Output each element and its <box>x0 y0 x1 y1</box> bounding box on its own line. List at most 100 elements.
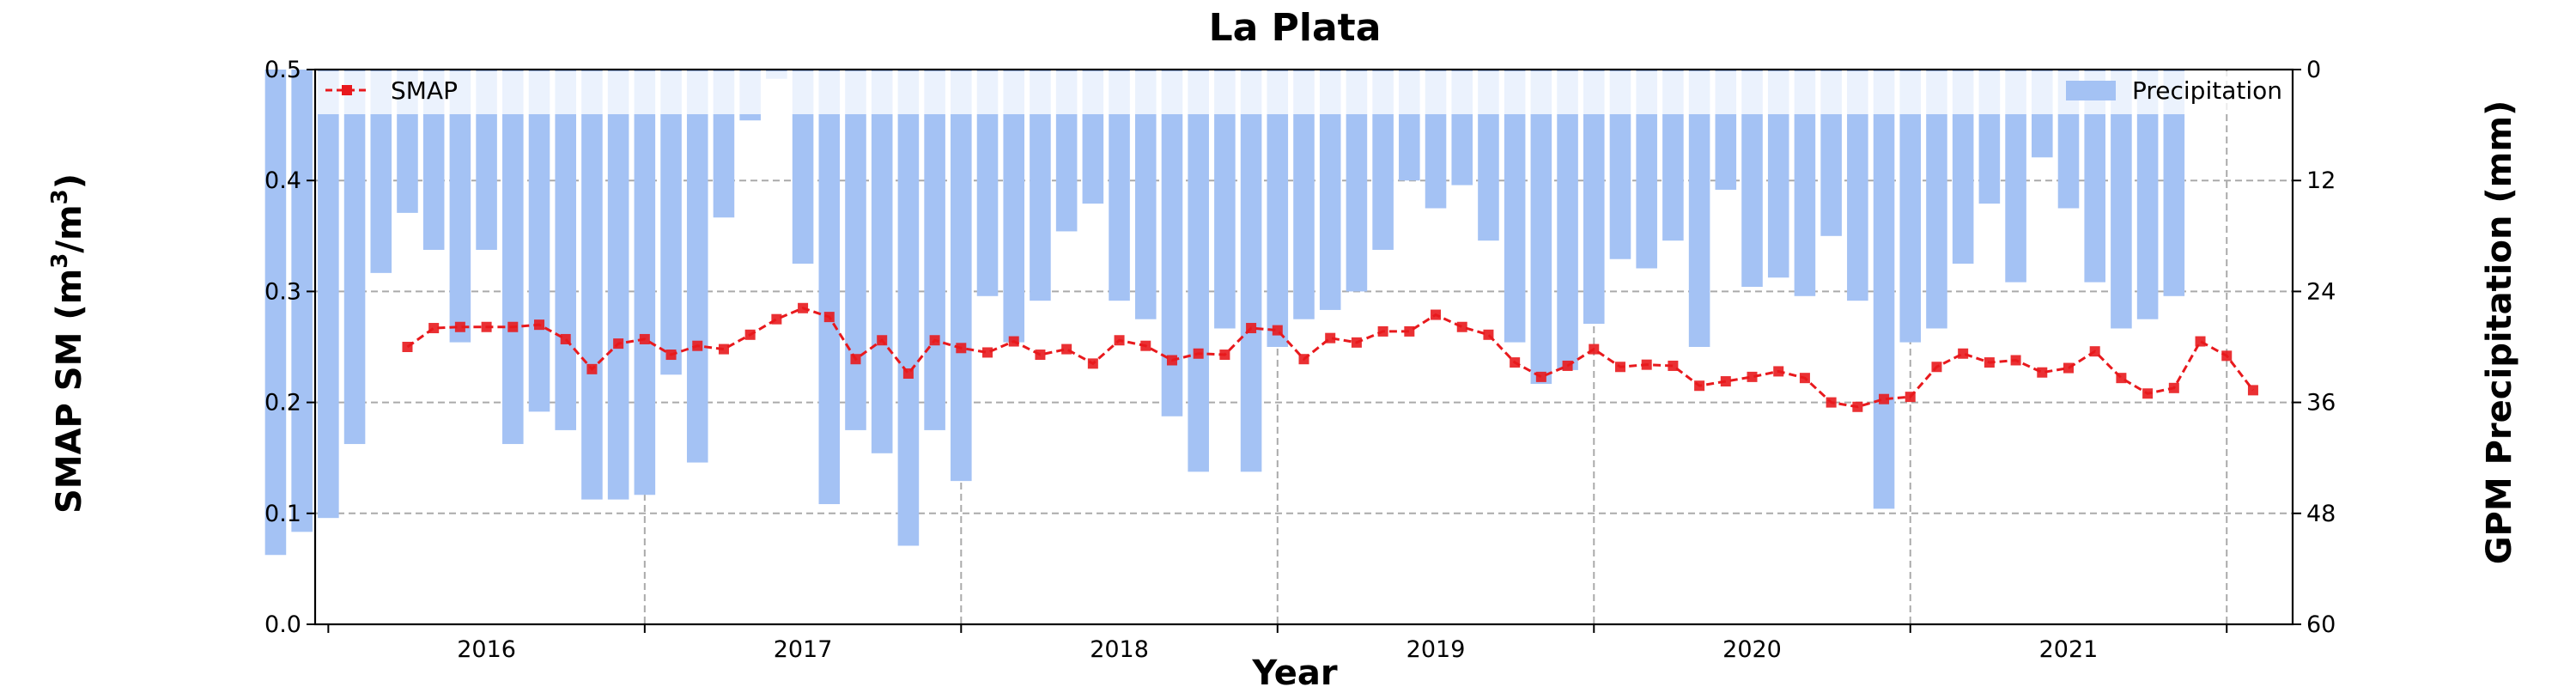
smap-point <box>639 333 650 344</box>
y-left-tick-label: 0.1 <box>264 501 301 527</box>
smap-point <box>1694 380 1705 392</box>
smap-point <box>1641 359 1652 370</box>
smap-point <box>1272 325 1283 336</box>
smap-point <box>2010 355 2021 366</box>
smap-point <box>1114 335 1125 346</box>
y-left-tick-label: 0.4 <box>264 167 301 194</box>
precipitation-bar <box>686 70 708 463</box>
y-right-tick-label: 24 <box>2306 278 2336 305</box>
smap-point <box>2247 385 2258 396</box>
legend-smap-label: SMAP <box>391 76 458 105</box>
precipitation-bar <box>871 70 893 453</box>
smap-point <box>1826 397 1837 408</box>
smap-point <box>1087 358 1098 369</box>
smap-point <box>2037 367 2048 378</box>
y-left-tick-label: 0.5 <box>264 57 301 83</box>
precipitation-bar <box>1504 70 1526 343</box>
smap-point <box>428 323 440 334</box>
precipitation-bar <box>924 70 945 430</box>
precipitation-bar <box>897 70 920 546</box>
precipitation-bar <box>634 70 656 495</box>
smap-point <box>1510 357 1521 368</box>
x-tick-label: 2020 <box>1722 636 1782 663</box>
smap-point <box>1404 325 1415 337</box>
smap-point <box>1377 325 1388 337</box>
smap-point <box>1589 344 1600 355</box>
smap-point <box>744 329 756 340</box>
smap-point <box>1246 323 1257 334</box>
y-axis-right-label: GPM Precipitation (mm) <box>2480 100 2519 565</box>
legend-background <box>317 71 2291 114</box>
smap-point <box>1483 329 1494 340</box>
smap-point <box>956 343 967 354</box>
precipitation-bar <box>264 70 287 556</box>
smap-point <box>2089 346 2100 357</box>
x-tick-label: 2016 <box>457 636 516 663</box>
smap-point <box>1298 354 1309 365</box>
smap-point <box>534 319 545 331</box>
precipitation-bar <box>502 70 524 445</box>
smap-point <box>507 321 519 332</box>
smap-point <box>1008 336 1019 347</box>
precipitation-bar <box>845 70 866 430</box>
smap-point <box>1535 371 1546 382</box>
precipitation-bar <box>1240 70 1262 472</box>
smap-point <box>2116 373 2127 384</box>
smap-point <box>1931 362 1942 373</box>
smap-point <box>2195 336 2206 347</box>
smap-point <box>798 302 809 313</box>
smap-line <box>402 302 2258 412</box>
legend-precipitation-swatch <box>2066 81 2116 100</box>
precipitation-bar <box>528 70 550 412</box>
axes-frame <box>313 68 2294 626</box>
legend-smap-marker <box>342 85 352 95</box>
smap-point <box>1431 309 1442 320</box>
precipitation-bar <box>660 70 682 375</box>
x-tick-label: 2019 <box>1406 636 1466 663</box>
precipitation-bar <box>1899 70 1922 343</box>
precipitation-bar <box>343 70 366 445</box>
smap-point <box>877 335 888 346</box>
smap-point <box>1166 355 1177 366</box>
y-right-tick-label: 12 <box>2306 167 2336 194</box>
smap-point <box>2063 362 2074 374</box>
smap-point <box>982 347 993 358</box>
precipitation-bar <box>1873 70 1895 509</box>
x-axis-label: Year <box>1251 654 1337 687</box>
smap-point <box>1958 348 1969 359</box>
smap-point <box>1562 360 1573 371</box>
smap-point <box>692 340 703 351</box>
smap-point <box>1773 366 1784 377</box>
smap-point <box>1193 348 1204 359</box>
y-axis-left-label: SMAP SM (m3/m3) <box>47 173 89 514</box>
smap-point <box>560 333 571 344</box>
legend-precipitation-label: Precipitation <box>2132 76 2282 105</box>
smap-point <box>1747 371 1758 382</box>
smap-point <box>929 335 940 346</box>
y-right-tick-label: 60 <box>2306 611 2336 638</box>
legend: SMAP Precipitation <box>317 71 2291 114</box>
precipitation-bar <box>1530 70 1552 385</box>
smap-series-line <box>406 307 2255 409</box>
precipitation-bar <box>607 70 629 500</box>
smap-point <box>2168 382 2179 393</box>
y-left-tick-label: 0.3 <box>264 278 301 305</box>
smap-point <box>1879 393 1890 404</box>
smap-point <box>2142 388 2154 399</box>
smap-point <box>1219 350 1230 361</box>
precipitation-bar <box>1557 70 1578 370</box>
precipitation-bar <box>1688 70 1710 347</box>
smap-point <box>1799 373 1810 384</box>
smap-point <box>1140 340 1151 351</box>
smap-point <box>1035 350 1046 361</box>
precipitation-bar <box>1188 70 1209 472</box>
y-right-tick-label: 0 <box>2306 57 2321 83</box>
smap-point <box>2221 350 2233 362</box>
smap-point <box>823 312 835 323</box>
smap-point <box>718 344 729 355</box>
precipitation-bar <box>318 70 339 519</box>
smap-point <box>1852 401 1863 412</box>
precipitation-bar <box>1003 70 1025 343</box>
chart-title: La Plata <box>1209 6 1382 50</box>
